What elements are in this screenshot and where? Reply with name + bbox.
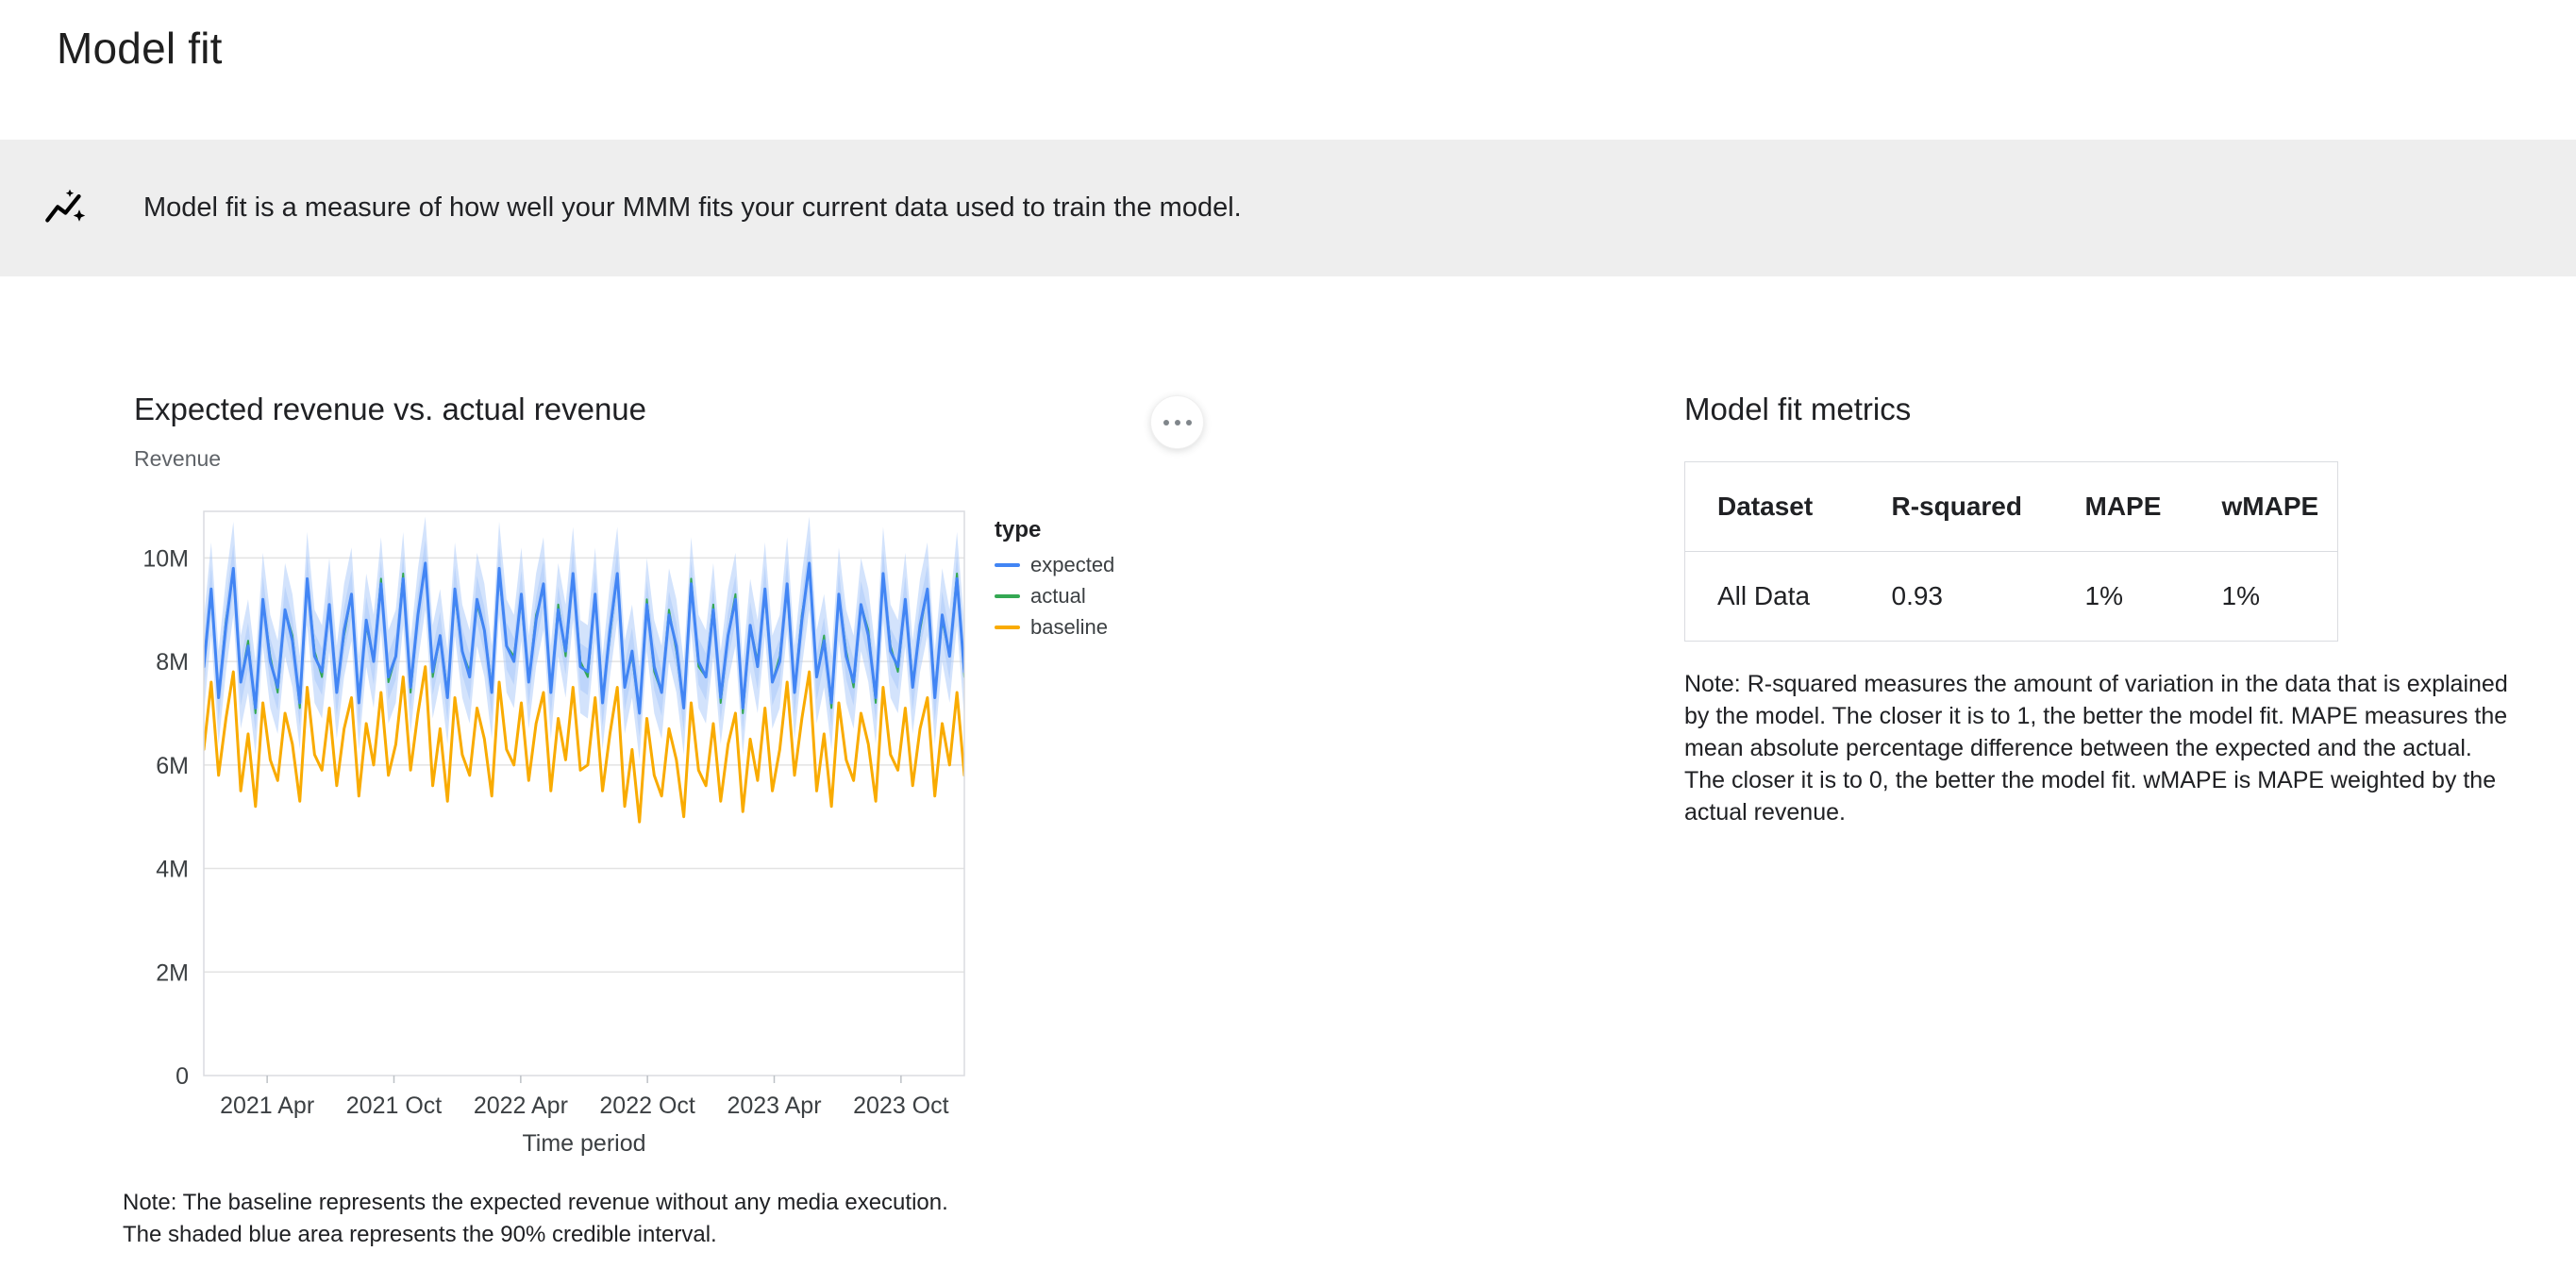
legend-entry-baseline: baseline [995,615,1193,640]
metrics-card: Model fit metrics Dataset R-squared MAPE… [1684,392,2518,828]
col-header-wmape: wMAPE [2221,492,2319,521]
main-content: Expected revenue vs. actual revenue Reve… [0,276,2576,1268]
chart-header: Expected revenue vs. actual revenue Reve… [134,392,1204,472]
legend-entry-actual: actual [995,584,1193,609]
svg-text:2023 Apr: 2023 Apr [727,1093,821,1119]
chart-card: Expected revenue vs. actual revenue Reve… [123,392,1204,1251]
col-header-rsquared: R-squared [1891,492,2022,521]
svg-text:2021 Apr: 2021 Apr [220,1093,314,1119]
svg-text:8M: 8M [156,649,189,676]
svg-text:2022 Apr: 2022 Apr [474,1093,568,1119]
cell-dataset: All Data [1684,551,1860,642]
expected-line-swatch [995,563,1020,567]
cell-rsquared: 0.93 [1859,551,2053,642]
revenue-chart-svg: 0 2M 4M 6M 8M 10M 2021 Apr 2021 Oct 2022 Apr 2022… [142,510,965,1157]
legend-entry-expected: expected [995,553,1193,577]
chart-note-line1: Note: The baseline represents the expect… [123,1190,948,1215]
y-axis-title: Revenue [134,446,222,471]
svg-text:2021 Oct: 2021 Oct [346,1093,443,1119]
metrics-title: Model fit metrics [1684,392,1912,426]
svg-text:4M: 4M [156,857,189,883]
svg-text:0: 0 [176,1063,189,1090]
legend-title: type [995,517,1042,542]
svg-text:Time period: Time period [522,1130,645,1157]
banner-text: Model fit is a measure of how well your … [143,192,1242,223]
svg-text:2022 Oct: 2022 Oct [599,1093,695,1119]
cell-mape: 1% [2052,551,2190,642]
legend-label-expected: expected [1030,553,1115,576]
chart-legend: type expected actual baseline [995,517,1193,1164]
more-horiz-icon [1163,419,1169,425]
col-header-dataset: Dataset [1717,492,1814,521]
svg-text:2M: 2M [156,959,189,986]
chart-title-block: Expected revenue vs. actual revenue Reve… [134,392,646,472]
more-options-button[interactable] [1150,395,1204,449]
svg-text:10M: 10M [142,545,189,572]
chart-title: Expected revenue vs. actual revenue [134,392,647,426]
model-fit-metrics-table: Dataset R-squared MAPE wMAPE All Data 0.… [1684,461,2339,642]
chart-row: 0 2M 4M 6M 8M 10M 2021 Apr 2021 Oct 2022 Apr 2022… [134,504,1204,1164]
page-title: Model fit [57,24,223,73]
legend-label-actual: actual [1030,584,1086,608]
metrics-note: Note: R-squared measures the amount of v… [1684,671,2508,826]
info-banner: Model fit is a measure of how well your … [0,140,2576,276]
svg-text:6M: 6M [156,753,189,779]
svg-text:2023 Oct: 2023 Oct [853,1093,949,1119]
cell-wmape: 1% [2189,551,2338,642]
actual-line-swatch [995,594,1020,598]
model-fit-icon [38,185,92,232]
chart-note: Note: The baseline represents the expect… [123,1187,1204,1251]
baseline-line-swatch [995,626,1020,629]
page-header: Model fit [0,0,2576,140]
legend-label-baseline: baseline [1030,615,1108,639]
chart-note-line2: The shaded blue area represents the 90% … [123,1222,717,1247]
col-header-mape: MAPE [2084,492,2162,521]
table-row: All Data 0.93 1% 1% [1684,551,2338,642]
metrics-table-header-row: Dataset R-squared MAPE wMAPE [1685,462,2338,552]
